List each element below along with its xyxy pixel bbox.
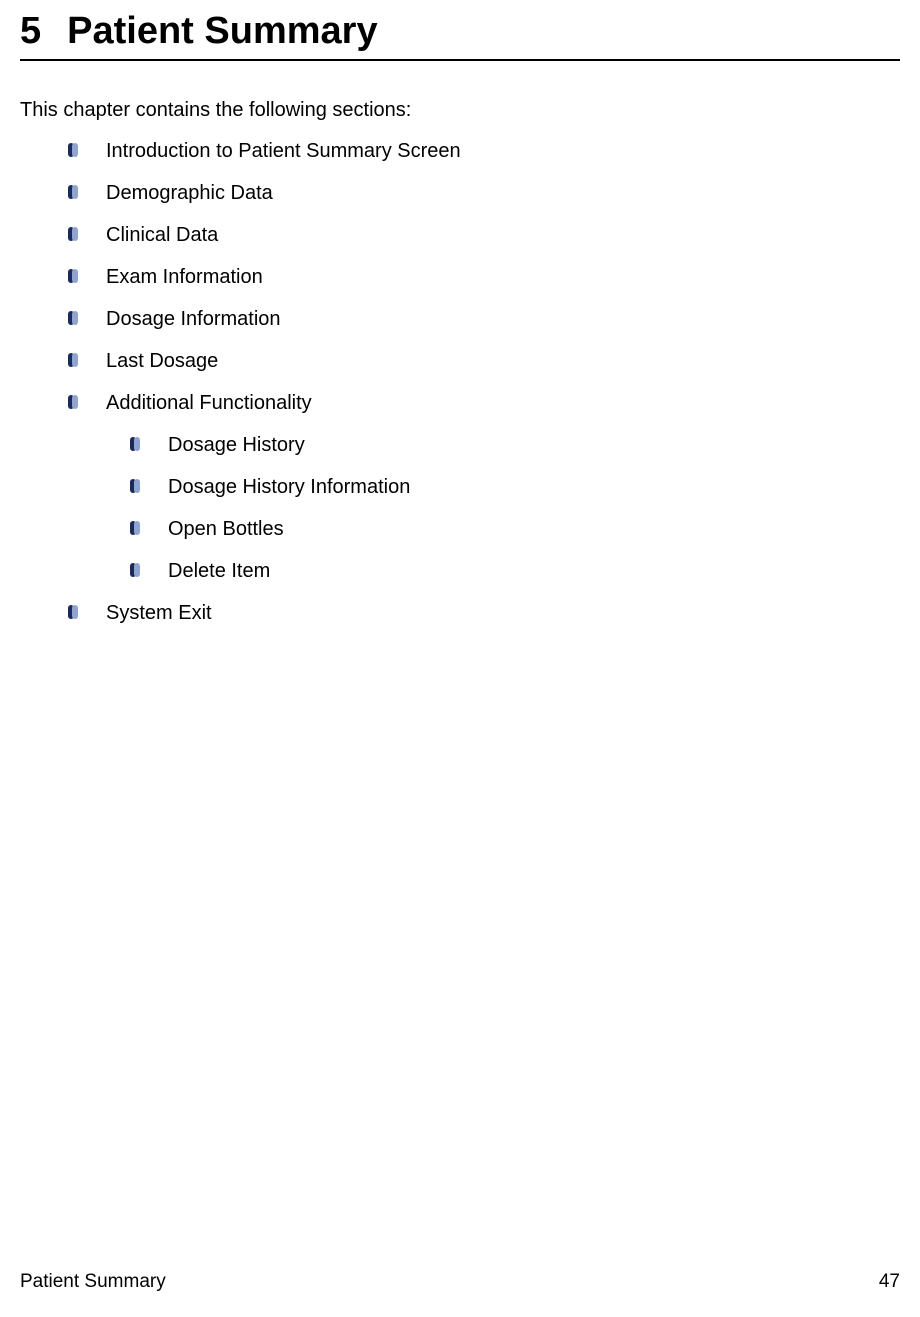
- page-number: 47: [879, 1271, 900, 1293]
- toc-item-label: Introduction to Patient Summary Screen: [106, 138, 461, 164]
- bullet-icon: [68, 353, 78, 367]
- intro-text: This chapter contains the following sect…: [20, 99, 900, 122]
- toc-list-continued: System Exit: [20, 600, 900, 626]
- bullet-icon: [130, 521, 140, 535]
- bullet-icon: [68, 269, 78, 283]
- toc-sub-item: Dosage History Information: [130, 474, 900, 500]
- bullet-icon: [130, 479, 140, 493]
- toc-item-label: Additional Functionality: [106, 390, 312, 416]
- bullet-icon: [68, 185, 78, 199]
- toc-sub-list: Dosage History Dosage History Informatio…: [20, 432, 900, 584]
- toc-sub-item-label: Delete Item: [168, 558, 270, 584]
- page-footer: Patient Summary 47: [20, 1271, 900, 1293]
- toc-sub-item-label: Open Bottles: [168, 516, 284, 542]
- toc-item: System Exit: [68, 600, 900, 626]
- bullet-icon: [68, 395, 78, 409]
- toc-item: Demographic Data: [68, 180, 900, 206]
- toc-item: Additional Functionality: [68, 390, 900, 416]
- toc-item: Dosage Information: [68, 306, 900, 332]
- toc-sub-item-label: Dosage History Information: [168, 474, 410, 500]
- toc-sub-item: Delete Item: [130, 558, 900, 584]
- toc-item: Clinical Data: [68, 222, 900, 248]
- toc-item-label: Dosage Information: [106, 306, 281, 332]
- toc-item-label: Clinical Data: [106, 222, 218, 248]
- chapter-number: 5: [20, 10, 41, 52]
- toc-list: Introduction to Patient Summary Screen D…: [20, 138, 900, 416]
- toc-sub-item: Dosage History: [130, 432, 900, 458]
- toc-item-label: Last Dosage: [106, 348, 218, 374]
- toc-item: Exam Information: [68, 264, 900, 290]
- bullet-icon: [68, 311, 78, 325]
- toc-item: Last Dosage: [68, 348, 900, 374]
- toc-item-label: System Exit: [106, 600, 212, 626]
- bullet-icon: [130, 563, 140, 577]
- toc-sub-item-label: Dosage History: [168, 432, 305, 458]
- bullet-icon: [130, 437, 140, 451]
- bullet-icon: [68, 605, 78, 619]
- toc-item: Introduction to Patient Summary Screen: [68, 138, 900, 164]
- chapter-heading: 5 Patient Summary: [20, 10, 900, 61]
- chapter-title: Patient Summary: [67, 10, 377, 52]
- toc-item-label: Exam Information: [106, 264, 263, 290]
- toc-sub-item: Open Bottles: [130, 516, 900, 542]
- bullet-icon: [68, 227, 78, 241]
- bullet-icon: [68, 143, 78, 157]
- page-content: 5 Patient Summary This chapter contains t…: [0, 0, 920, 626]
- toc-item-label: Demographic Data: [106, 180, 273, 206]
- footer-title: Patient Summary: [20, 1271, 166, 1293]
